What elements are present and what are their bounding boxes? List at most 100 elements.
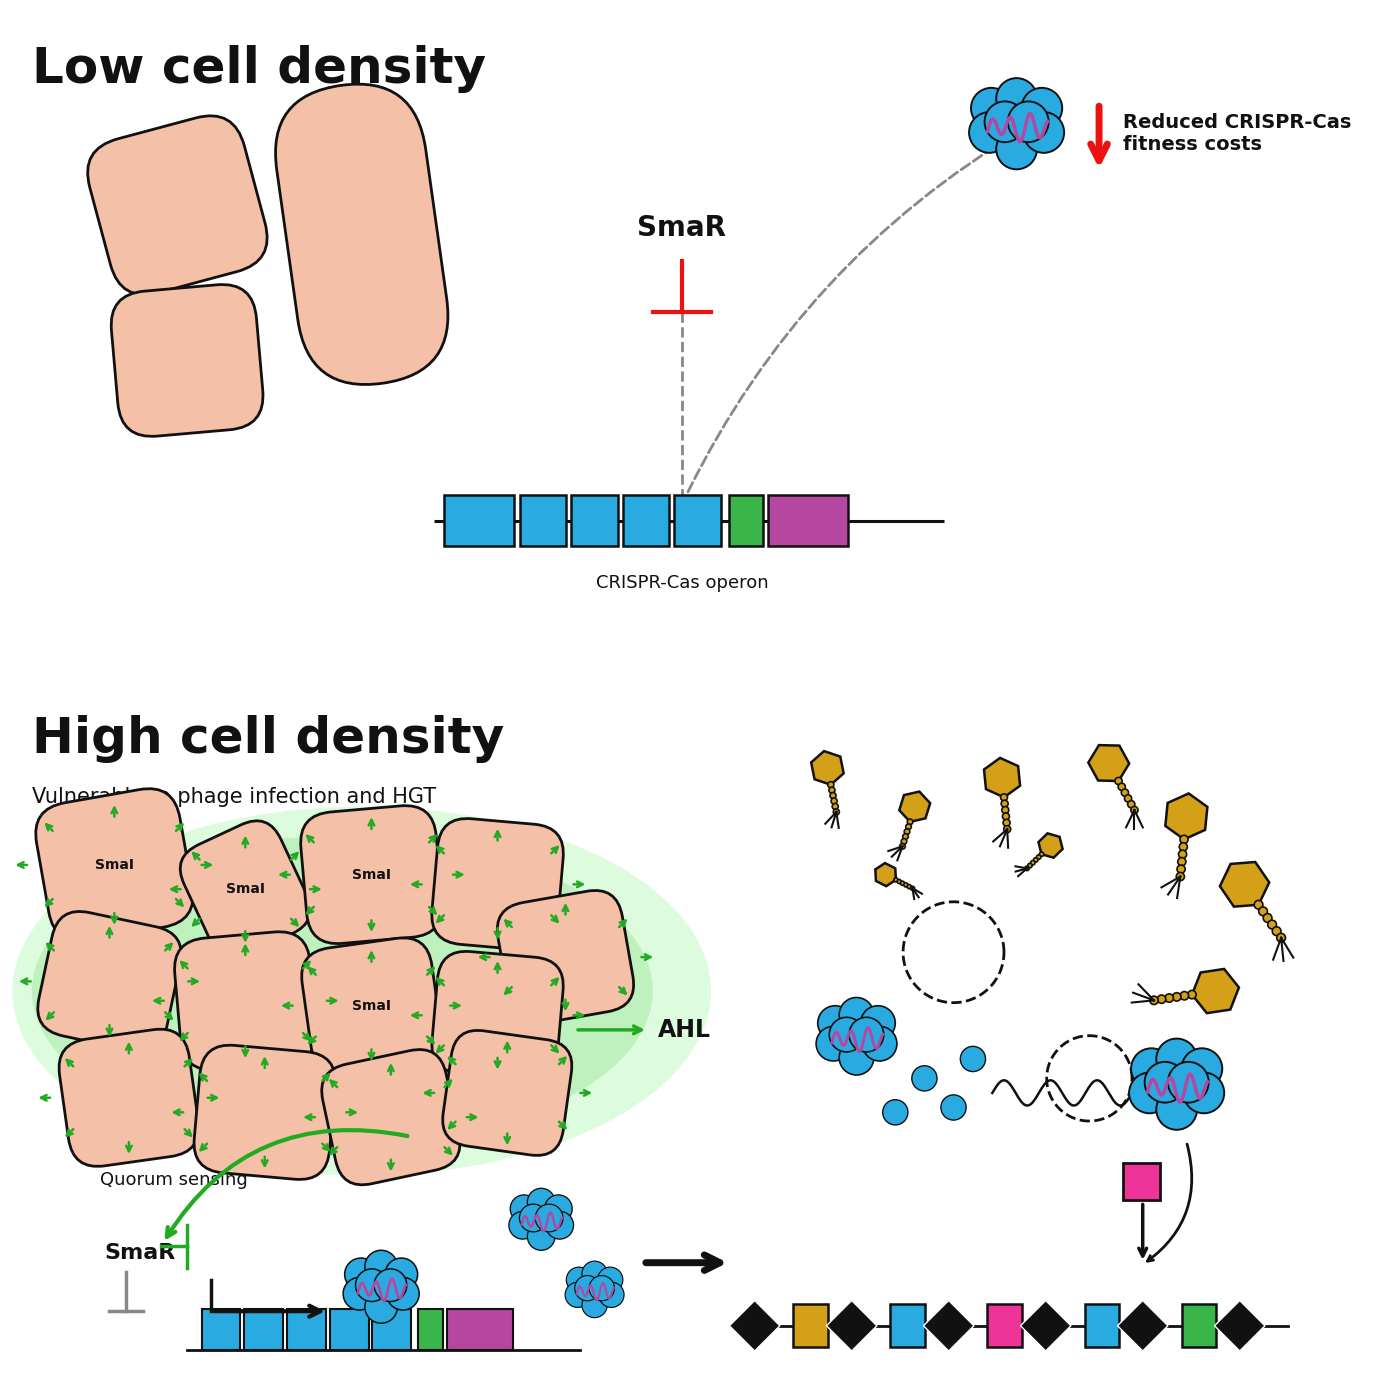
Circle shape — [1183, 1072, 1224, 1113]
FancyBboxPatch shape — [202, 1309, 241, 1350]
Text: SmaR: SmaR — [105, 1243, 176, 1263]
Circle shape — [907, 885, 911, 889]
Polygon shape — [1088, 745, 1130, 781]
Circle shape — [1127, 801, 1135, 808]
Circle shape — [1121, 790, 1128, 797]
Circle shape — [1273, 927, 1281, 935]
Circle shape — [1030, 861, 1035, 865]
Circle shape — [1022, 88, 1063, 129]
Circle shape — [1254, 900, 1263, 909]
FancyBboxPatch shape — [519, 496, 567, 546]
FancyBboxPatch shape — [181, 820, 311, 958]
Text: Low cell density: Low cell density — [32, 45, 486, 94]
Circle shape — [545, 1194, 573, 1222]
Circle shape — [830, 792, 836, 798]
FancyBboxPatch shape — [419, 1309, 444, 1350]
Circle shape — [1023, 112, 1064, 153]
Circle shape — [1187, 990, 1196, 998]
Circle shape — [1028, 864, 1032, 868]
Circle shape — [1177, 865, 1186, 874]
Circle shape — [1002, 819, 1009, 826]
Circle shape — [910, 886, 914, 890]
Circle shape — [1156, 1089, 1197, 1130]
Circle shape — [1177, 858, 1186, 865]
Circle shape — [997, 78, 1037, 119]
FancyBboxPatch shape — [890, 1305, 925, 1347]
Circle shape — [1131, 1049, 1172, 1089]
Circle shape — [883, 1100, 909, 1126]
FancyBboxPatch shape — [497, 890, 634, 1023]
Circle shape — [1173, 993, 1182, 1001]
Circle shape — [582, 1292, 608, 1317]
Polygon shape — [729, 1301, 780, 1351]
Text: AHL: AHL — [658, 1018, 711, 1042]
Circle shape — [1004, 826, 1011, 833]
Text: High cell density: High cell density — [32, 714, 504, 763]
Polygon shape — [1039, 833, 1063, 858]
Circle shape — [365, 1250, 398, 1282]
Circle shape — [1268, 920, 1277, 930]
Ellipse shape — [32, 836, 652, 1147]
Text: Vulnerable to phage infection and HGT: Vulnerable to phage infection and HGT — [32, 787, 435, 808]
Circle shape — [827, 781, 834, 788]
Circle shape — [1180, 991, 1189, 1000]
Circle shape — [1156, 1039, 1197, 1079]
Polygon shape — [1191, 969, 1239, 1014]
Circle shape — [528, 1222, 554, 1250]
Circle shape — [1001, 794, 1008, 801]
Circle shape — [1039, 853, 1044, 857]
Circle shape — [862, 1026, 897, 1061]
FancyBboxPatch shape — [245, 1309, 283, 1350]
Circle shape — [969, 112, 1009, 153]
Polygon shape — [826, 1301, 876, 1351]
Circle shape — [941, 1095, 966, 1120]
Circle shape — [1130, 1072, 1170, 1113]
Circle shape — [904, 883, 909, 888]
Circle shape — [904, 829, 910, 834]
Circle shape — [972, 88, 1012, 129]
Circle shape — [374, 1268, 407, 1302]
Circle shape — [1176, 872, 1184, 881]
Circle shape — [833, 809, 840, 815]
Circle shape — [1182, 1049, 1222, 1089]
FancyBboxPatch shape — [175, 932, 316, 1070]
Polygon shape — [811, 752, 844, 785]
FancyBboxPatch shape — [729, 496, 763, 546]
Circle shape — [832, 798, 837, 804]
Circle shape — [582, 1261, 608, 1287]
Text: SmaI: SmaI — [95, 858, 134, 872]
Circle shape — [546, 1211, 574, 1239]
Circle shape — [1145, 1061, 1186, 1103]
Circle shape — [1002, 806, 1009, 813]
Circle shape — [1036, 855, 1040, 860]
Circle shape — [897, 879, 902, 883]
Text: Reduced CRISPR-Cas
fitness costs: Reduced CRISPR-Cas fitness costs — [1123, 113, 1351, 154]
Polygon shape — [1219, 862, 1270, 907]
Circle shape — [1179, 850, 1187, 858]
Circle shape — [508, 1211, 536, 1239]
Circle shape — [356, 1268, 388, 1302]
Circle shape — [1008, 101, 1049, 143]
Polygon shape — [1021, 1301, 1071, 1351]
Circle shape — [906, 825, 911, 830]
Circle shape — [365, 1291, 398, 1323]
Circle shape — [1025, 867, 1029, 871]
FancyBboxPatch shape — [372, 1309, 412, 1350]
Circle shape — [535, 1204, 563, 1232]
Circle shape — [832, 804, 839, 809]
Circle shape — [839, 997, 874, 1032]
Circle shape — [343, 1277, 375, 1310]
Circle shape — [575, 1275, 601, 1301]
FancyBboxPatch shape — [301, 938, 441, 1074]
Circle shape — [1179, 843, 1187, 851]
Circle shape — [589, 1275, 615, 1301]
Circle shape — [1149, 997, 1158, 1005]
Circle shape — [893, 878, 897, 882]
Circle shape — [829, 787, 834, 794]
Circle shape — [598, 1267, 623, 1292]
Text: Quorum sensing: Quorum sensing — [99, 1172, 248, 1189]
Circle shape — [1263, 914, 1273, 923]
Circle shape — [848, 1018, 883, 1051]
Circle shape — [818, 1005, 853, 1040]
Circle shape — [510, 1194, 538, 1222]
